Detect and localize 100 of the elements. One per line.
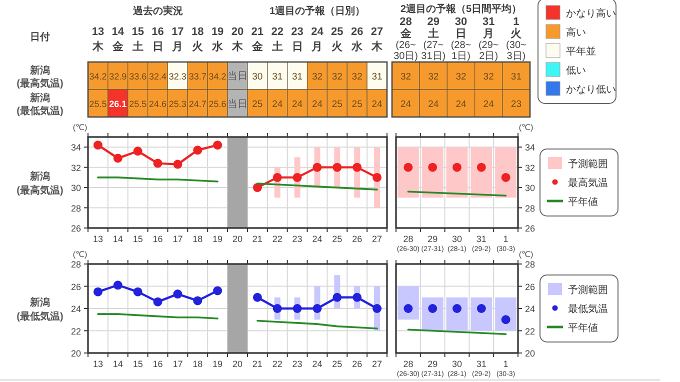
x-tick-label: 16 [152, 359, 163, 369]
x-tick-label: 30 日 (28~ 1日) [450, 16, 472, 62]
legend-label: 平年値 [568, 196, 598, 208]
data-label: 24 [292, 98, 303, 110]
y-tick-label: 34 [70, 142, 81, 153]
legend-label: 予測範囲 [568, 158, 608, 170]
x-tick-label: 19 [212, 359, 223, 369]
x-tick-label: 26 水 [350, 26, 364, 53]
data-label: 32 [456, 71, 466, 82]
y2-tick-label: 28 [525, 203, 536, 214]
y2-axis-title: (℃) [518, 250, 534, 259]
point [213, 140, 222, 150]
x-tick-label: 16 日 [152, 26, 164, 53]
point [272, 304, 282, 313]
x-tick-label: 21 [252, 234, 262, 244]
x-tick-label: 25 [332, 359, 342, 369]
data-label: 33.7 [188, 71, 206, 82]
category-label: 高い [566, 26, 586, 38]
category-label: 平年並 [566, 46, 596, 58]
data-label: 31 [510, 71, 522, 82]
x-tick-label: 23 [292, 234, 302, 244]
x-tick-label: 25 火 [331, 26, 344, 53]
point [133, 146, 142, 156]
x-tick-label: 22 土 [270, 26, 284, 53]
x-tick-label: 21 [252, 359, 262, 369]
y2-tick-label: 28 [525, 260, 536, 270]
data-label: 32 [312, 71, 323, 82]
y-tick-label: 26 [70, 282, 81, 292]
y-tick-label: 32 [70, 162, 81, 173]
point [352, 292, 362, 302]
x-tick-label: 28 金 (26~ 30日) [394, 16, 418, 62]
data-label: 34.2 [89, 71, 107, 82]
point [133, 287, 142, 296]
point [173, 160, 182, 169]
point [352, 162, 362, 172]
data-label: 24.6 [149, 98, 167, 109]
x-tick-label: 17 [172, 359, 183, 369]
annotation: 当日 [228, 70, 248, 82]
y-tick-label: 22 [70, 326, 81, 336]
x-tick-label: 27 [372, 359, 382, 369]
y-tick-label: 24 [70, 304, 81, 314]
y-tick-label: 26 [70, 224, 81, 234]
point [312, 162, 322, 172]
x-tick-label: 22 [272, 359, 282, 369]
x-tick-label: 24 月 [310, 26, 324, 53]
y-tick-label: 30 [70, 183, 81, 194]
data-label: 25 [332, 98, 342, 110]
data-label: 25 [252, 98, 263, 110]
x-tick-label: 20 木 [231, 26, 244, 53]
x-tick-label: 29 土 (27~ 31日) [421, 16, 446, 62]
x-tick-label: 13 [92, 359, 103, 369]
y2-tick-label: 30 [525, 183, 536, 194]
point [312, 304, 322, 313]
y2-tick-label: 26 [525, 282, 536, 292]
x-tick-label: 13 [92, 234, 103, 244]
text: 1週目の予報（日別） [269, 5, 366, 17]
data-label: 32.3 [168, 71, 186, 82]
x-tick-label: 19 [212, 234, 223, 244]
data-label: 24 [272, 98, 283, 110]
data-label: 33.6 [129, 71, 147, 82]
data-label: 26.1 [109, 98, 127, 109]
data-label: 24 [483, 98, 494, 110]
x-tick-label: 15 [132, 234, 143, 244]
x-tick-label: 18 火 [192, 26, 204, 53]
point [252, 183, 262, 192]
y-axis-title: (℃) [72, 123, 88, 132]
point [113, 154, 122, 163]
x-tick-label: 17 月 [171, 26, 184, 53]
x-tick-label: 24 [312, 359, 322, 369]
data-label: 25.3 [168, 98, 186, 109]
data-label: 24 [372, 98, 382, 110]
x-tick-label: 13 木 [91, 26, 104, 53]
point [93, 140, 102, 150]
point [113, 280, 122, 290]
y2-tick-label: 22 [525, 326, 536, 336]
point [173, 290, 182, 299]
point [193, 146, 202, 155]
data-label: 31 [372, 71, 382, 82]
x-tick-label: 22 [272, 234, 282, 244]
data-label: 24 [428, 98, 439, 110]
x-tick-label: 14 [112, 234, 123, 244]
x-tick-label: 25 [332, 234, 342, 244]
x-tick-label: 21 金 [250, 26, 264, 53]
x-tick-label: 18 [192, 234, 203, 244]
data-label: 32 [332, 71, 342, 82]
y2-tick-label: 34 [525, 142, 536, 153]
data-label: 25.6 [208, 98, 226, 109]
point [213, 286, 222, 296]
x-tick-label: 27 木 [370, 26, 384, 53]
data-label: 24 [312, 98, 323, 110]
x-tick-label: 23 日 [291, 26, 304, 53]
data-label: 32.9 [109, 71, 127, 82]
data-label: 25.5 [89, 98, 107, 109]
x-tick-label: 15 [132, 359, 143, 369]
data-label: 34.2 [208, 71, 226, 82]
point [153, 297, 162, 306]
point [93, 287, 102, 296]
point [193, 296, 202, 306]
point [153, 158, 162, 168]
x-tick-label: 26 [352, 234, 362, 244]
